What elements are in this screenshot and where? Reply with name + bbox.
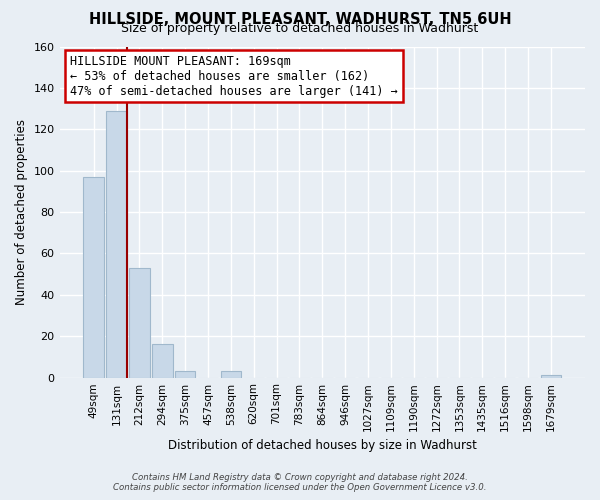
Bar — [83, 177, 104, 378]
Bar — [541, 376, 561, 378]
Text: HILLSIDE, MOUNT PLEASANT, WADHURST, TN5 6UH: HILLSIDE, MOUNT PLEASANT, WADHURST, TN5 … — [89, 12, 511, 26]
Y-axis label: Number of detached properties: Number of detached properties — [15, 119, 28, 305]
X-axis label: Distribution of detached houses by size in Wadhurst: Distribution of detached houses by size … — [168, 440, 477, 452]
Text: Contains HM Land Registry data © Crown copyright and database right 2024.
Contai: Contains HM Land Registry data © Crown c… — [113, 473, 487, 492]
Bar — [221, 372, 241, 378]
Bar — [175, 372, 196, 378]
Bar — [129, 268, 150, 378]
Bar — [152, 344, 173, 378]
Bar — [106, 110, 127, 378]
Text: HILLSIDE MOUNT PLEASANT: 169sqm
← 53% of detached houses are smaller (162)
47% o: HILLSIDE MOUNT PLEASANT: 169sqm ← 53% of… — [70, 55, 398, 98]
Text: Size of property relative to detached houses in Wadhurst: Size of property relative to detached ho… — [121, 22, 479, 35]
